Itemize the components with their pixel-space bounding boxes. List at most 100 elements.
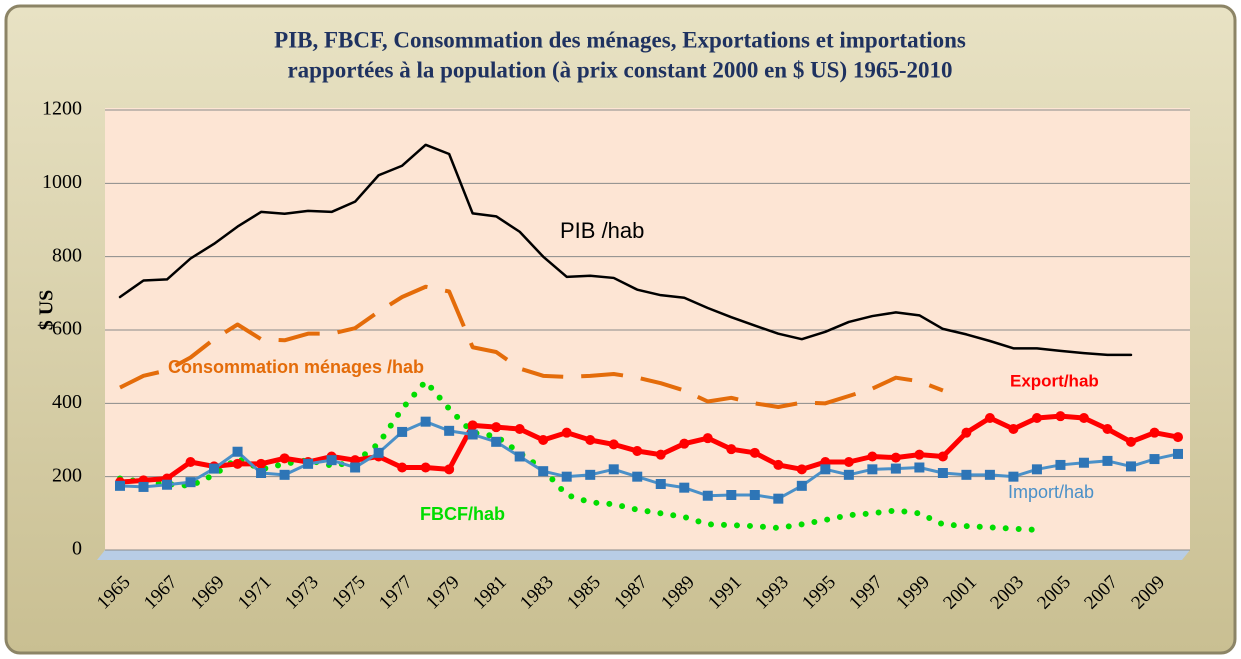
point bbox=[162, 479, 173, 490]
point bbox=[585, 469, 596, 480]
point bbox=[232, 446, 243, 457]
point bbox=[444, 464, 455, 475]
point bbox=[326, 455, 337, 466]
y-tick-label: 200 bbox=[52, 464, 82, 486]
point bbox=[1125, 436, 1136, 447]
point bbox=[279, 453, 290, 464]
point bbox=[961, 469, 972, 480]
y-tick-label: 400 bbox=[52, 391, 82, 413]
series-label: FBCF/hab bbox=[420, 504, 505, 524]
point bbox=[1055, 411, 1066, 422]
point bbox=[1008, 471, 1019, 482]
y-tick-label: 800 bbox=[52, 244, 82, 266]
point bbox=[420, 416, 431, 427]
point bbox=[1149, 427, 1160, 438]
point bbox=[937, 468, 948, 478]
point bbox=[1078, 457, 1089, 468]
point bbox=[491, 436, 502, 447]
point bbox=[1173, 448, 1183, 459]
point bbox=[209, 463, 220, 474]
point bbox=[1031, 464, 1042, 475]
point bbox=[561, 427, 572, 438]
point bbox=[632, 446, 643, 456]
point bbox=[702, 433, 713, 444]
point bbox=[585, 435, 596, 445]
point bbox=[937, 451, 948, 462]
point bbox=[655, 479, 666, 489]
point bbox=[773, 459, 784, 470]
point bbox=[538, 435, 549, 445]
point bbox=[702, 490, 713, 501]
point bbox=[796, 480, 807, 491]
point bbox=[1055, 459, 1066, 470]
y-tick-label: 0 bbox=[72, 538, 82, 560]
point bbox=[890, 452, 901, 463]
point bbox=[397, 462, 408, 473]
point bbox=[679, 482, 690, 493]
point bbox=[1031, 413, 1042, 423]
point bbox=[115, 480, 125, 491]
point bbox=[232, 458, 243, 469]
point bbox=[632, 471, 643, 482]
series-line bbox=[118, 420, 1180, 501]
point bbox=[984, 413, 995, 423]
y-tick-label: 1000 bbox=[42, 171, 82, 193]
point bbox=[890, 463, 901, 474]
y-tick-label: 1200 bbox=[42, 98, 82, 120]
series-line bbox=[118, 143, 1133, 357]
series-label: Consommation ménages /hab bbox=[168, 357, 424, 377]
point bbox=[1008, 424, 1019, 434]
point bbox=[773, 493, 784, 504]
point bbox=[867, 464, 878, 475]
point bbox=[1149, 454, 1160, 465]
point bbox=[514, 451, 525, 462]
point bbox=[608, 439, 619, 450]
point bbox=[749, 490, 760, 500]
point bbox=[749, 447, 760, 458]
series-label: Export/hab bbox=[1010, 371, 1099, 390]
point bbox=[467, 429, 478, 440]
point bbox=[561, 471, 572, 482]
point bbox=[655, 449, 666, 460]
y-tick-label: 600 bbox=[52, 318, 82, 340]
series-label: PIB /hab bbox=[560, 218, 644, 243]
point bbox=[608, 464, 619, 475]
chart-title: PIB, FBCF, Consommation des ménages, Exp… bbox=[274, 27, 966, 52]
point bbox=[914, 449, 925, 460]
point bbox=[820, 464, 831, 475]
point bbox=[397, 426, 408, 437]
point bbox=[914, 462, 925, 473]
point bbox=[796, 464, 807, 475]
point bbox=[726, 490, 737, 500]
point bbox=[1102, 455, 1113, 466]
point bbox=[867, 451, 878, 462]
series-line bbox=[119, 284, 944, 409]
point bbox=[679, 438, 690, 449]
point bbox=[726, 444, 737, 455]
point bbox=[467, 420, 478, 431]
point bbox=[514, 424, 525, 434]
point bbox=[961, 427, 972, 438]
point bbox=[256, 468, 267, 478]
point bbox=[373, 447, 384, 458]
point bbox=[1078, 413, 1089, 423]
point bbox=[256, 458, 267, 469]
point bbox=[279, 469, 290, 480]
series-label: Import/hab bbox=[1008, 482, 1094, 502]
point bbox=[1102, 424, 1113, 434]
point bbox=[303, 458, 314, 469]
series-line bbox=[117, 413, 1181, 485]
point bbox=[185, 477, 196, 488]
point bbox=[138, 481, 149, 492]
y-axis-label: $ US bbox=[36, 290, 58, 331]
point bbox=[185, 457, 196, 467]
point bbox=[1125, 461, 1136, 472]
chart-title: rapportées à la population (à prix const… bbox=[287, 57, 952, 82]
point bbox=[984, 469, 995, 480]
point bbox=[444, 425, 455, 436]
point bbox=[420, 462, 431, 473]
point bbox=[843, 469, 854, 480]
point bbox=[491, 422, 502, 433]
point bbox=[1173, 432, 1183, 443]
